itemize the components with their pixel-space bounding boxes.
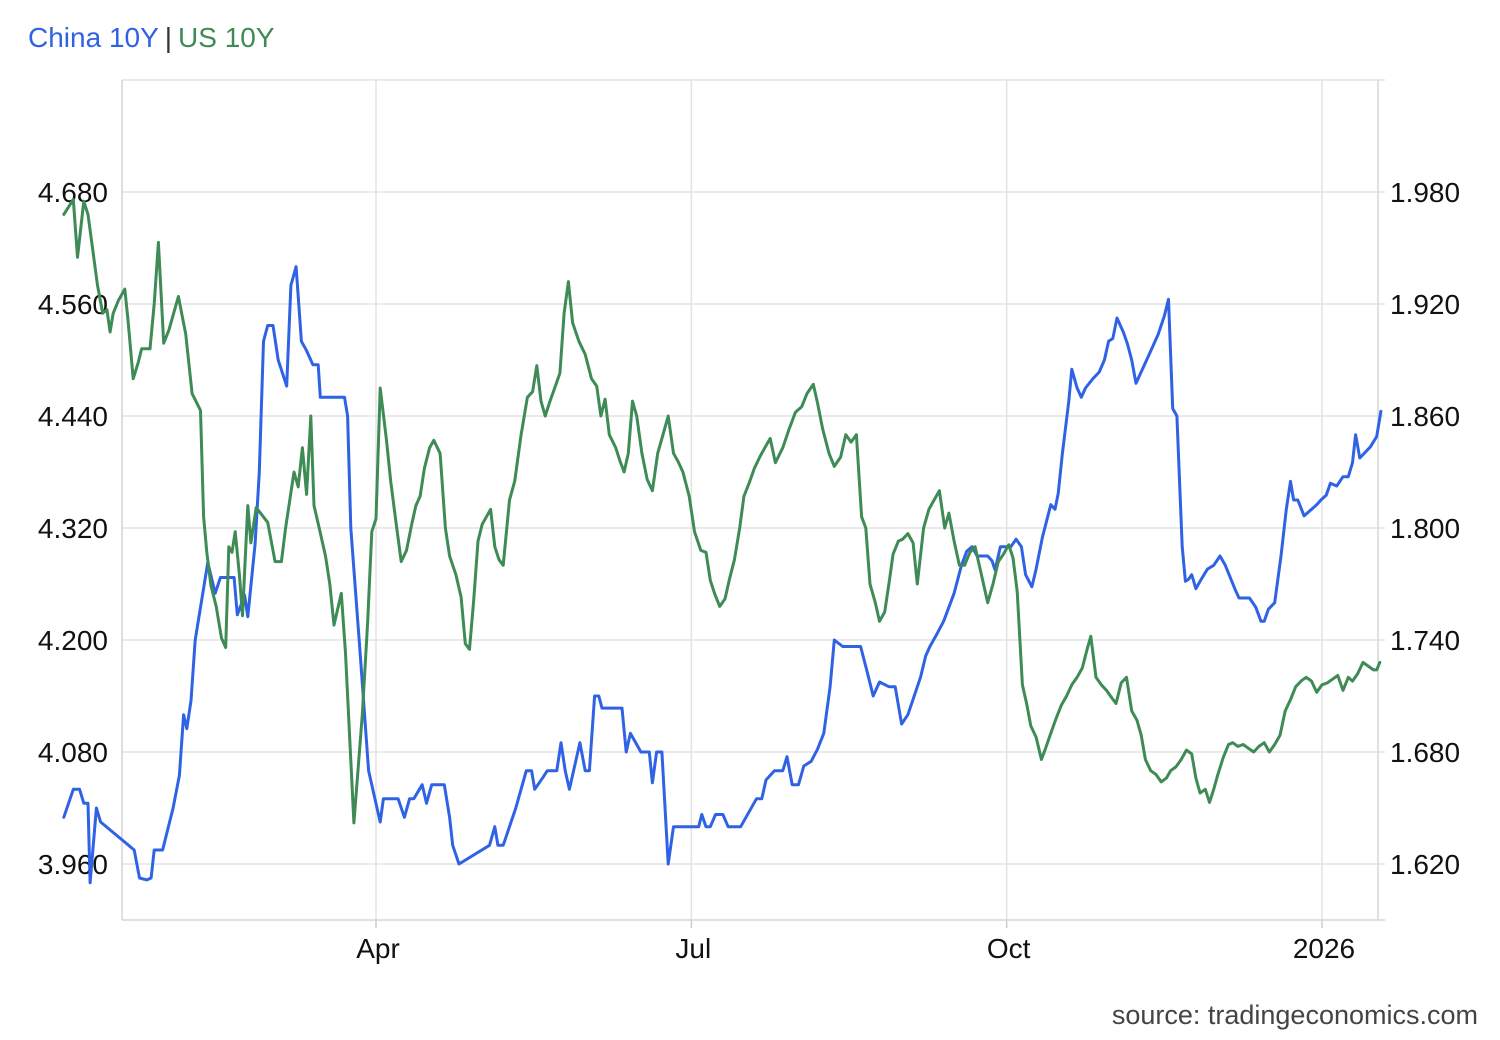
source-label: source: tradingeconomics.com: [1111, 1000, 1478, 1030]
x-tick-label: 2026: [1293, 933, 1355, 964]
chart-legend: China 10Y | US 10Y: [28, 22, 275, 54]
x-tick-label: Oct: [987, 933, 1031, 964]
y-left-tick-label: 4.560: [38, 289, 108, 320]
series-line-us-10y: [62, 198, 1382, 825]
series-lines: [62, 198, 1383, 885]
legend-us-10y[interactable]: US 10Y: [178, 22, 275, 53]
tick-labels: 3.9604.0804.2004.3204.4404.5604.6801.620…: [38, 177, 1460, 964]
legend-separator: |: [164, 22, 173, 53]
y-left-tick-label: 4.200: [38, 625, 108, 656]
x-tick-label: Jul: [675, 933, 711, 964]
grid-lines: [122, 79, 1385, 920]
y-left-tick-label: 4.080: [38, 737, 108, 768]
y-left-tick-label: 4.440: [38, 401, 108, 432]
y-right-tick-label: 1.740: [1390, 625, 1460, 656]
y-right-tick-label: 1.860: [1390, 401, 1460, 432]
legend-china-10y[interactable]: China 10Y: [28, 22, 159, 53]
y-right-tick-label: 1.680: [1390, 737, 1460, 768]
y-right-tick-label: 1.980: [1390, 177, 1460, 208]
axes: [121, 80, 1385, 928]
y-left-tick-label: 4.320: [38, 513, 108, 544]
y-right-tick-label: 1.620: [1390, 849, 1460, 880]
y-right-tick-label: 1.800: [1390, 513, 1460, 544]
y-right-tick-label: 1.920: [1390, 289, 1460, 320]
y-left-tick-label: 3.960: [38, 849, 108, 880]
x-tick-label: Apr: [356, 933, 400, 964]
series-line-china-10y: [62, 265, 1383, 885]
